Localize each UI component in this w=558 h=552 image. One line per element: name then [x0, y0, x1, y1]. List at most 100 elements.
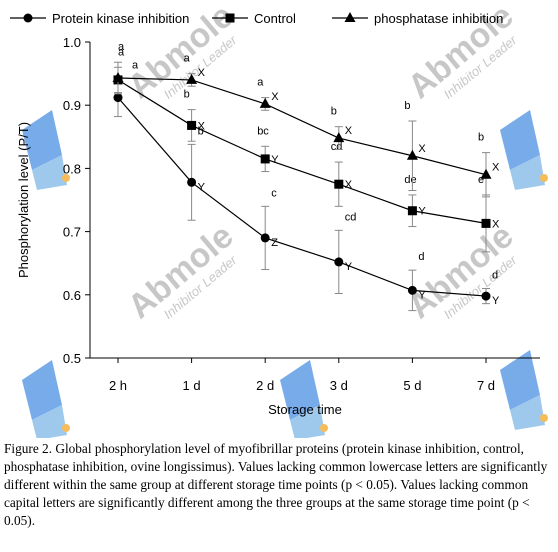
watermark-shard-b — [510, 395, 545, 430]
watermark-dot — [540, 414, 548, 422]
watermark-shard — [22, 110, 70, 190]
x-tick-label: 2 h — [109, 378, 127, 393]
data-point-square — [187, 120, 197, 130]
watermark-dot — [540, 174, 548, 182]
significance-uppercase: X — [418, 143, 426, 155]
significance-lowercase: b — [184, 89, 190, 101]
significance-lowercase: b — [198, 125, 204, 137]
y-tick-label: 0.6 — [63, 288, 81, 303]
data-point-circle — [113, 93, 123, 103]
data-point-circle — [407, 285, 417, 295]
y-axis-title: Phosphorylation level (P/T) — [16, 122, 31, 278]
figure-caption: Figure 2. Global phosphorylation level o… — [4, 441, 548, 528]
x-tick-label: 7 d — [477, 378, 495, 393]
data-point-circle — [481, 291, 491, 301]
significance-uppercase: Z — [271, 237, 278, 249]
legend-label: phosphatase inhibition — [374, 11, 503, 26]
data-point-triangle — [259, 97, 271, 108]
series-line — [117, 97, 487, 297]
legend-label: Protein kinase inhibition — [52, 11, 189, 26]
data-point-triangle — [186, 73, 198, 84]
data-point-triangle — [344, 12, 356, 22]
significance-uppercase: X — [198, 120, 206, 132]
significance-lowercase: b — [331, 106, 337, 118]
watermark-shard-a — [500, 350, 540, 410]
watermark-shard-b — [32, 155, 67, 190]
watermark-shard-b — [510, 155, 545, 190]
data-point-circle — [334, 257, 344, 267]
watermark-shard-a — [280, 360, 320, 420]
significance-uppercase: X — [345, 179, 353, 191]
significance-lowercase: cd — [345, 211, 357, 223]
significance-lowercase: a — [257, 77, 264, 89]
watermark-shard-a — [22, 360, 62, 420]
chart-axes: 0.5 0.6 0.7 0.8 0.9 1.0 2 h 1 d 2 d 3 d 5 d 7 d Phos… — [16, 35, 540, 417]
significance-lowercase: d — [492, 269, 498, 281]
watermark-dot — [62, 424, 70, 432]
legend-item: phosphatase inhibition — [332, 11, 503, 26]
x-tick-label: 1 d — [183, 378, 201, 393]
watermark-shard — [22, 360, 70, 438]
watermark-shard-a — [22, 110, 62, 170]
significance-uppercase: X — [345, 125, 353, 137]
series-circle: a b Yc Zcd Yd Yd Y — [113, 60, 500, 312]
watermark-shard — [500, 110, 548, 190]
y-tick-label: 0.7 — [63, 225, 81, 240]
significance-uppercase: Y — [198, 181, 206, 193]
significance-uppercase: Y — [418, 289, 426, 301]
data-point-square — [334, 179, 344, 189]
x-tick-label: 3 d — [330, 378, 348, 393]
significance-uppercase: Y — [492, 295, 500, 307]
data-point-triangle — [480, 168, 492, 179]
significance-uppercase: X — [492, 162, 500, 174]
data-point-circle — [23, 13, 33, 23]
data-point-triangle — [406, 149, 418, 160]
series-line — [117, 77, 487, 176]
data-point-square — [260, 154, 270, 164]
significance-uppercase: Y — [418, 206, 426, 218]
data-point-circle — [187, 177, 197, 187]
significance-uppercase: Y — [345, 261, 353, 273]
watermark-shard-b — [290, 405, 325, 438]
significance-lowercase: b — [478, 132, 484, 144]
watermark-dot — [320, 424, 328, 432]
significance-lowercase: a — [184, 53, 191, 65]
x-tick-label: 2 d — [256, 378, 274, 393]
y-tick-label: 0.8 — [63, 161, 81, 176]
significance-lowercase: d — [418, 251, 424, 263]
watermark-dot — [62, 174, 70, 182]
significance-lowercase: a — [118, 41, 125, 53]
significance-uppercase: X — [198, 67, 206, 79]
watermark-shard — [500, 350, 548, 430]
significance-uppercase: Y — [271, 154, 279, 166]
significance-lowercase: e — [478, 174, 484, 186]
significance-lowercase: cd — [331, 141, 343, 153]
significance-lowercase: bc — [257, 125, 269, 137]
series-line — [117, 79, 487, 224]
x-axis-title: Storage time — [268, 402, 342, 417]
data-point-square — [481, 218, 491, 228]
y-tick-label: 1.0 — [63, 35, 81, 50]
watermark-shard-b — [32, 405, 67, 438]
significance-lowercase: de — [404, 174, 416, 186]
data-point-square — [407, 206, 417, 216]
legend-item: Protein kinase inhibition — [10, 11, 189, 26]
legend-item: Control — [212, 11, 296, 26]
watermark-shard — [280, 360, 328, 438]
significance-lowercase: c — [271, 187, 277, 199]
significance-lowercase: a — [118, 46, 125, 58]
data-point-square — [225, 13, 235, 23]
watermark-shard-a — [500, 110, 540, 170]
data-point-triangle — [112, 72, 124, 83]
x-tick-label: 5 d — [403, 378, 421, 393]
y-tick-label: 0.9 — [63, 98, 81, 113]
legend-label: Control — [254, 11, 296, 26]
chart-legend: Protein kinase inhibition Control phosphat… — [10, 11, 503, 26]
